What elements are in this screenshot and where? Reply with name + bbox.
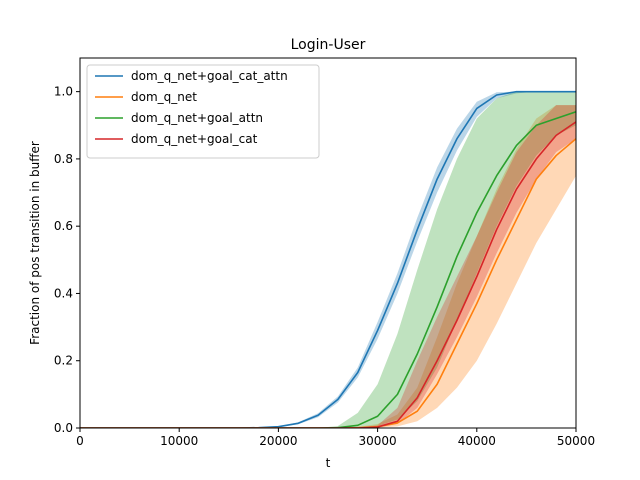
legend: dom_q_net+goal_cat_attn dom_q_net dom_q_ne… — [86, 64, 320, 159]
x-tick-label: 20000 — [259, 434, 297, 448]
confidence-bands — [80, 91, 576, 428]
line-dom-q-net-goal-cat — [80, 121, 576, 428]
band-dom-q-net-goal-attn — [80, 91, 576, 428]
plot-area — [79, 57, 577, 429]
y-tick-label: 0.8 — [54, 152, 73, 166]
legend-label-dom-q-net-goal-cat: dom_q_net+goal_cat — [131, 132, 258, 146]
x-tick-label: 0 — [76, 434, 84, 448]
legend-label-dom-q-net-goal-attn: dom_q_net+goal_attn — [131, 111, 263, 125]
line-dom-q-net-goal-cat-attn — [80, 90, 576, 428]
y-tick-label: 0.4 — [54, 286, 73, 300]
x-tick-label: 30000 — [359, 434, 397, 448]
x-tick-label: 10000 — [160, 434, 198, 448]
band-dom-q-net — [80, 105, 576, 428]
y-axis: 0.0 0.2 0.4 0.6 0.8 1.0 — [54, 85, 80, 435]
legend-label-dom-q-net: dom_q_net — [131, 90, 197, 104]
legend-box — [86, 64, 320, 159]
x-tick-label: 50000 — [557, 434, 595, 448]
y-tick-label: 0.0 — [54, 421, 73, 435]
y-tick-label: 0.2 — [54, 354, 73, 368]
y-axis-label: Fraction of pos transition in buffer — [28, 141, 42, 345]
x-axis-label: t — [326, 456, 331, 470]
legend-label-dom-q-net-goal-cat-attn: dom_q_net+goal_cat_attn — [131, 69, 288, 83]
chart-title: Login-User — [291, 37, 366, 53]
band-dom-q-net-goal-cat — [80, 105, 576, 428]
y-tick-label: 1.0 — [54, 85, 73, 99]
x-axis: 0 10000 20000 30000 40000 50000 — [76, 428, 595, 448]
y-tick-label: 0.6 — [54, 219, 73, 233]
line-dom-q-net — [80, 138, 576, 428]
x-tick-label: 40000 — [458, 434, 496, 448]
plot-frame — [79, 57, 577, 429]
